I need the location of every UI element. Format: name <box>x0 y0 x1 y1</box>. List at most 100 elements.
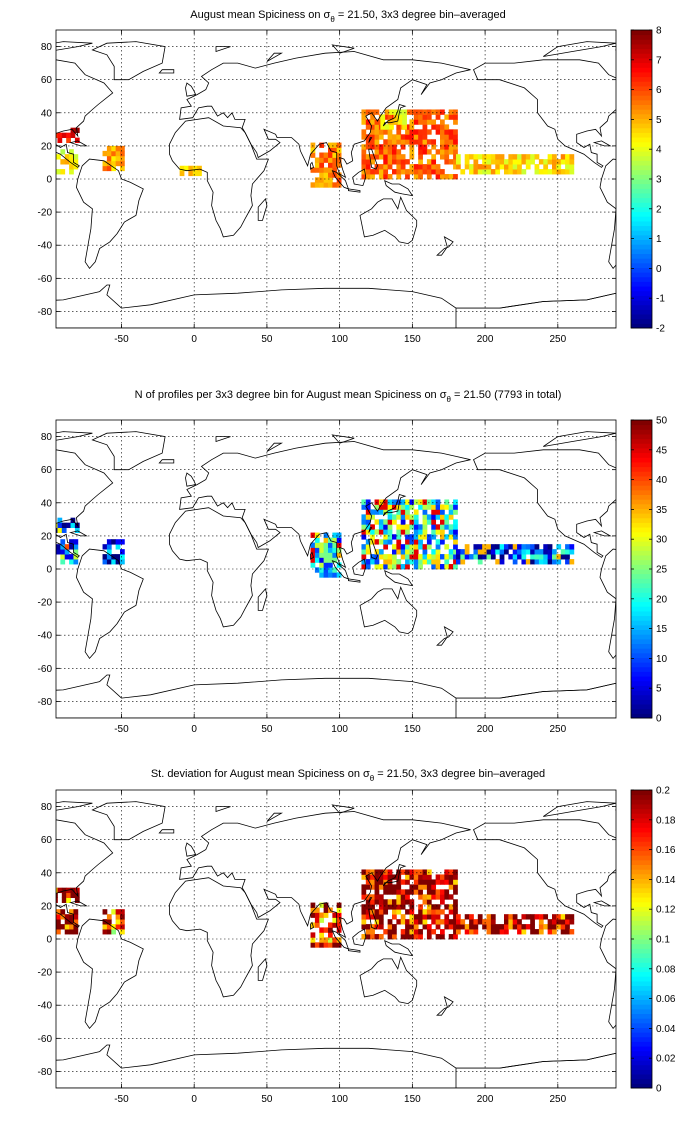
coastline <box>91 801 166 841</box>
data-cell <box>393 119 399 125</box>
data-cell <box>569 914 575 920</box>
colorbar-segment <box>631 225 652 231</box>
data-cell <box>422 124 428 130</box>
data-cell <box>482 549 487 555</box>
data-cell <box>328 922 333 928</box>
data-cell <box>469 914 474 920</box>
y-tick-label: -80 <box>38 1067 53 1078</box>
data-cell <box>448 934 454 940</box>
data-cell <box>409 539 415 545</box>
data-cell <box>378 879 384 885</box>
colorbar-segment <box>631 295 652 301</box>
coastline <box>368 908 378 930</box>
data-cell <box>73 919 79 925</box>
data-cell <box>565 554 570 560</box>
data-cell <box>370 109 375 115</box>
data-cell <box>69 554 74 560</box>
x-tick-label: 150 <box>404 334 421 345</box>
data-cell <box>565 159 570 165</box>
data-cell <box>448 159 454 165</box>
data-cell <box>547 919 553 925</box>
data-cell <box>560 154 566 160</box>
data-cell <box>332 572 338 578</box>
coastline <box>599 918 616 1030</box>
data-cell <box>405 919 410 925</box>
data-cell <box>365 544 371 550</box>
title-part: = 21.50, 3x3 degree bin–averaged <box>374 768 545 780</box>
data-cell <box>361 544 367 550</box>
data-cell <box>361 149 367 155</box>
data-cell <box>413 924 419 930</box>
data-cell <box>490 169 496 175</box>
data-cell <box>106 145 112 152</box>
data-cell <box>525 154 531 160</box>
data-cell <box>396 549 402 555</box>
colorbar-segment <box>631 569 652 575</box>
colorbar-tick-label: 15 <box>656 624 668 635</box>
colorbar-segment <box>631 836 652 842</box>
data-cell <box>490 544 496 550</box>
colorbar-segment <box>631 550 652 556</box>
data-cell <box>473 154 479 160</box>
x-tick-label: 250 <box>549 724 566 735</box>
colorbar-tick-label: 0.16 <box>656 845 676 856</box>
data-cell <box>400 499 406 505</box>
data-cell <box>409 129 415 135</box>
data-cell <box>380 119 386 125</box>
colorbar-segment <box>631 906 652 912</box>
coastline <box>56 449 114 558</box>
coastline <box>158 459 175 464</box>
data-cell <box>453 154 458 160</box>
coastline <box>599 548 616 660</box>
colorbar-segment <box>631 841 652 847</box>
data-cell <box>413 134 419 140</box>
coastline <box>56 59 114 168</box>
data-cell <box>396 169 402 175</box>
data-cell <box>64 914 70 920</box>
data-cell <box>405 879 410 885</box>
data-cell <box>361 909 367 915</box>
colorbar-segment <box>631 174 652 180</box>
data-cell <box>383 174 389 180</box>
data-cell <box>435 539 441 545</box>
data-cell <box>387 159 393 165</box>
data-cell <box>499 929 505 935</box>
data-cell <box>460 919 466 925</box>
data-cell <box>440 169 445 175</box>
data-cell <box>336 547 342 553</box>
data-cell <box>448 149 454 155</box>
data-cell <box>565 559 570 565</box>
data-cell <box>422 109 428 115</box>
data-cell <box>387 869 393 875</box>
colorbar-segment <box>631 976 652 982</box>
data-cell <box>184 165 189 172</box>
data-cell <box>521 929 527 935</box>
data-cell <box>111 165 117 172</box>
colorbar-segment <box>631 713 652 719</box>
coastline <box>257 958 268 981</box>
colorbar-segment <box>631 648 652 654</box>
data-cell <box>440 929 445 935</box>
data-cell <box>521 154 527 160</box>
data-cell <box>392 929 397 935</box>
colorbar-segment <box>631 262 652 268</box>
data-cell <box>448 874 454 880</box>
data-cell <box>374 129 380 135</box>
data-cell <box>332 152 338 158</box>
colorbar-tick-label: 25 <box>656 565 668 576</box>
data-cell <box>456 559 461 565</box>
coastline <box>436 996 454 1016</box>
colorbar-segment <box>631 897 652 903</box>
data-cell <box>418 879 423 885</box>
data-cell <box>405 934 410 940</box>
data-cell <box>370 129 375 135</box>
data-cell <box>370 904 375 910</box>
data-cell <box>495 164 501 170</box>
data-cell <box>512 924 518 930</box>
data-cell <box>400 554 406 560</box>
data-cell <box>565 544 570 550</box>
data-cell <box>332 942 338 948</box>
data-cell <box>431 144 437 150</box>
data-cell <box>435 934 441 940</box>
colorbar-segment <box>631 869 652 875</box>
